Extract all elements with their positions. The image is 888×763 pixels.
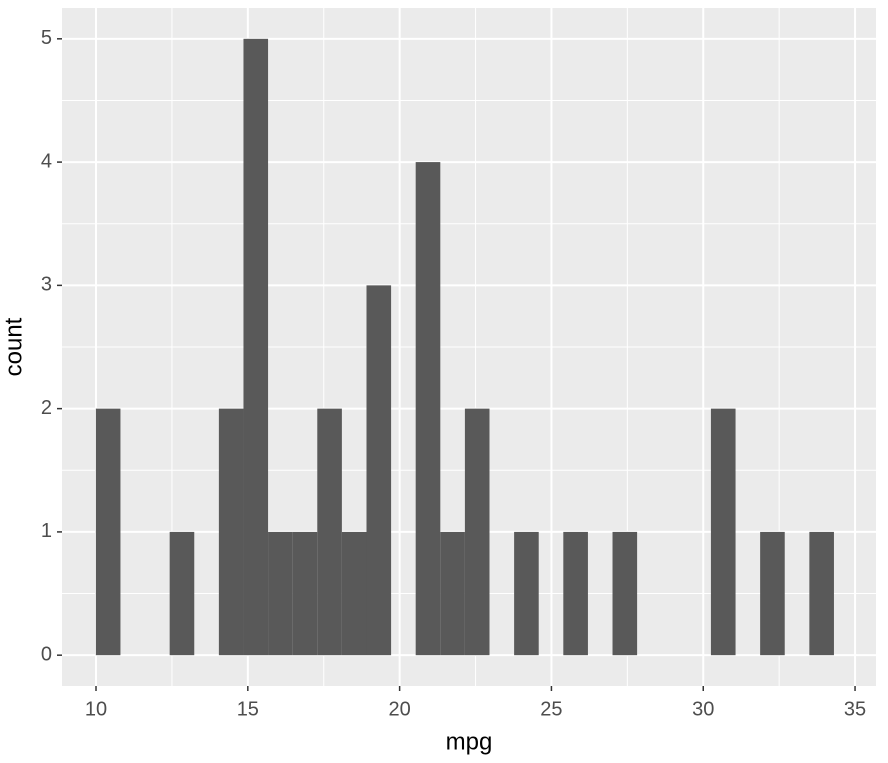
- bar: [317, 408, 342, 656]
- bar: [415, 162, 441, 656]
- bar: [563, 531, 588, 656]
- y-tick-label: 2: [41, 397, 52, 419]
- x-tick-label: 25: [540, 698, 562, 720]
- bar: [514, 531, 539, 656]
- bar: [809, 531, 834, 656]
- bar: [612, 531, 638, 656]
- x-tick-label: 15: [237, 698, 259, 720]
- bar: [169, 531, 195, 656]
- y-axis-title: count: [0, 317, 27, 376]
- bar: [292, 531, 318, 656]
- x-tick-label: 35: [844, 698, 866, 720]
- bar: [95, 408, 121, 656]
- bar: [464, 408, 490, 656]
- y-tick-label: 5: [41, 27, 52, 49]
- bars: [95, 38, 834, 656]
- bar: [440, 531, 465, 656]
- x-tick-label: 10: [85, 698, 107, 720]
- y-tick-label: 4: [41, 150, 52, 172]
- bar: [341, 531, 367, 656]
- y-tick-label: 1: [41, 520, 52, 542]
- x-tick-label: 30: [692, 698, 714, 720]
- bar: [268, 531, 293, 656]
- x-tick-label: 20: [388, 698, 410, 720]
- bar: [710, 408, 736, 656]
- bar: [366, 285, 392, 656]
- bar: [218, 408, 244, 656]
- bar: [243, 38, 269, 656]
- y-tick-label: 3: [41, 274, 52, 296]
- y-tick-label: 0: [41, 643, 52, 665]
- x-axis-title: mpg: [446, 728, 493, 755]
- bar: [760, 531, 785, 656]
